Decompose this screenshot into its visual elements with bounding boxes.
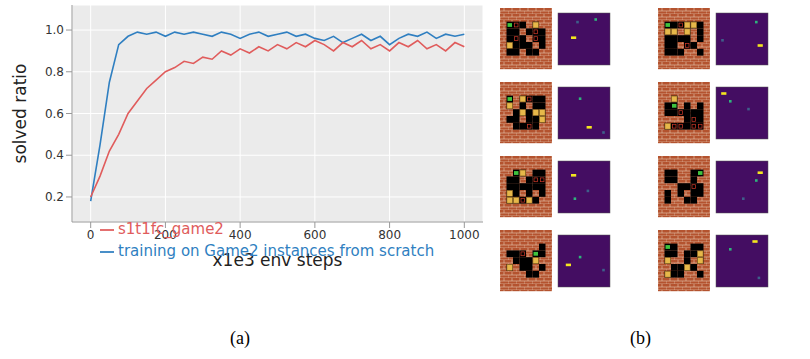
svg-text:0: 0 — [87, 228, 95, 242]
svg-text:0.6: 0.6 — [45, 107, 64, 121]
svg-text:200: 200 — [154, 228, 177, 242]
svg-text:1000: 1000 — [449, 228, 480, 242]
svg-text:solved ratio: solved ratio — [10, 64, 30, 164]
svg-text:x1e3 env steps: x1e3 env steps — [213, 250, 343, 270]
svg-text:800: 800 — [378, 228, 401, 242]
svg-text:0.8: 0.8 — [45, 65, 64, 79]
svg-text:0.2: 0.2 — [45, 190, 64, 204]
svg-text:0.4: 0.4 — [45, 148, 64, 162]
svg-text:600: 600 — [303, 228, 326, 242]
svg-text:400: 400 — [229, 228, 252, 242]
svg-text:1.0: 1.0 — [45, 23, 64, 37]
